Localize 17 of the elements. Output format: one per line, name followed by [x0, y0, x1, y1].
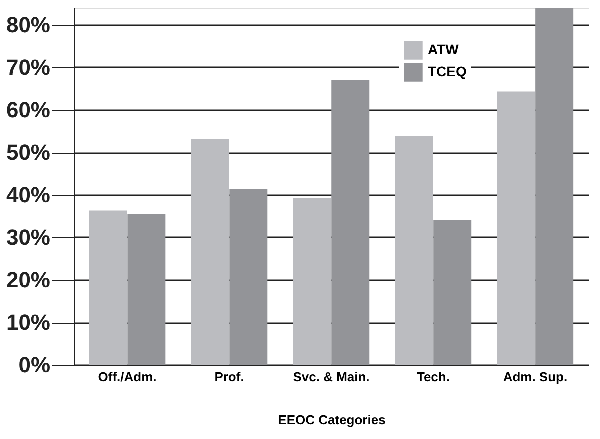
x-tick-label: Off./Adm. — [98, 370, 157, 384]
y-tick-label: 70% — [6, 55, 50, 80]
x-tick-label: Prof. — [214, 370, 244, 384]
legend-label: ATW — [428, 42, 460, 58]
x-tick-label: Adm. Sup. — [503, 370, 568, 384]
y-tick-label: 80% — [6, 12, 50, 38]
y-tick-label: 60% — [6, 98, 50, 122]
y-tick-label: 0% — [18, 352, 50, 378]
x-tick-label: Svc. & Main. — [293, 370, 370, 384]
y-tick-label: 20% — [6, 268, 50, 292]
y-tick-label: 10% — [6, 310, 50, 335]
x-tick-label: Tech. — [416, 370, 450, 384]
x-axis-title: EEOC Categories — [278, 412, 386, 428]
y-tick-label: 40% — [6, 182, 50, 208]
y-tick-label: 50% — [6, 140, 50, 165]
legend-label: TCEQ — [428, 64, 467, 80]
y-tick-label: 30% — [6, 225, 50, 250]
